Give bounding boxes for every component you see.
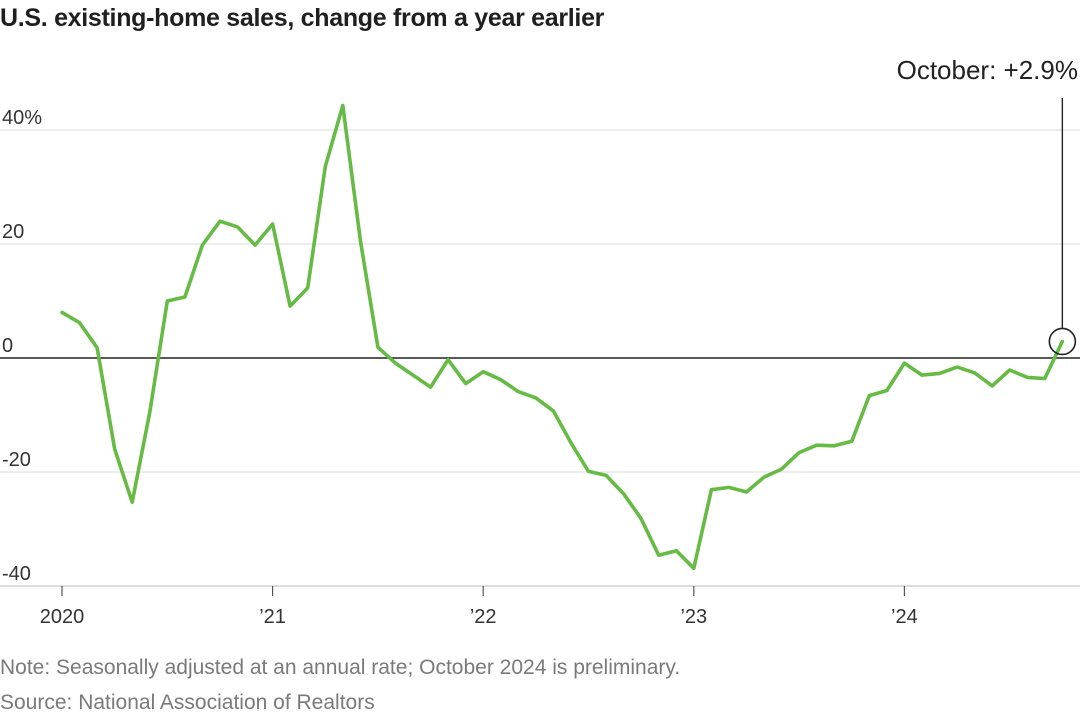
series-line — [60, 103, 1065, 571]
x-tick-label: ’22 — [470, 606, 497, 628]
chart-title: U.S. existing-home sales, change from a … — [0, 4, 605, 32]
annotation-label: October: +2.9% — [897, 55, 1078, 85]
x-tick-label: ’24 — [891, 606, 918, 628]
x-tick-label: 2020 — [40, 606, 85, 628]
chart-note: Note: Seasonally adjusted at an annual r… — [0, 656, 681, 679]
chart-source: Source: National Association of Realtors — [0, 691, 375, 714]
x-tick-label: ’21 — [259, 606, 286, 628]
series-layer — [60, 103, 1065, 571]
gridlines — [0, 129, 1080, 587]
annotation-circle — [1048, 327, 1077, 356]
y-tick-label: -20 — [2, 449, 31, 471]
x-axis: 2020 ’21 ’22 ’23 ’24 — [0, 585, 1080, 628]
y-tick-label: -40 — [2, 563, 31, 585]
y-tick-label: 0 — [2, 335, 13, 357]
y-axis-labels: 40% 20 0 -20 -40 — [2, 107, 42, 585]
annotation: October: +2.9% — [897, 55, 1078, 356]
line-chart: 40% 20 0 -20 -40 2020 ’21 ’22 ’23 ’24 October: +… — [0, 55, 1080, 628]
y-tick-label: 40% — [2, 107, 42, 129]
y-tick-label: 20 — [2, 221, 24, 243]
x-tick-label: ’23 — [680, 606, 707, 628]
